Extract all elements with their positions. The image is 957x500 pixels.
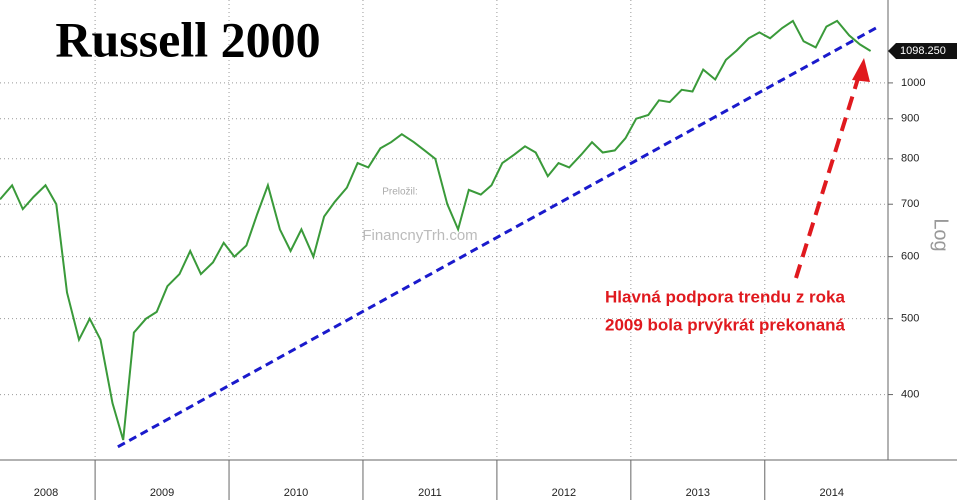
arrow-head [852, 58, 870, 82]
y-tick-label: 400 [901, 388, 919, 400]
current-value-label: 1098.250 [900, 45, 946, 57]
y-axis-label: Log [930, 218, 952, 251]
x-tick-label: 2013 [686, 487, 710, 499]
x-tick-label: 2014 [820, 487, 844, 499]
annotation-arrow [794, 71, 862, 279]
x-tick-label: 2008 [34, 487, 58, 499]
current-value-pointer [888, 43, 896, 60]
current-value-box [896, 43, 957, 60]
annotation: 2009 bola prvýkrát prekonaná [605, 315, 846, 334]
chart-title: Russell 2000 [55, 11, 320, 67]
y-tick-label: 500 [901, 313, 919, 325]
y-tick-label: 800 [901, 153, 919, 165]
annotation: Hlavná podpora trendu z roka [605, 287, 845, 306]
y-tick-label: 600 [901, 251, 919, 263]
y-tick-label: 1000 [901, 77, 925, 89]
watermark: Preložil: [382, 187, 418, 198]
y-tick-label: 700 [901, 198, 919, 210]
watermark: FinancnyTrh.com [362, 227, 477, 244]
x-tick-label: 2011 [418, 487, 442, 499]
series-line [0, 19, 872, 441]
y-tick-label: 900 [901, 113, 919, 125]
x-tick-label: 2012 [552, 487, 576, 499]
marks: 1098.250 [0, 19, 957, 449]
x-tick-label: 2009 [150, 487, 174, 499]
trendline [117, 26, 877, 449]
grid [0, 0, 893, 500]
x-tick-label: 2010 [284, 487, 308, 499]
